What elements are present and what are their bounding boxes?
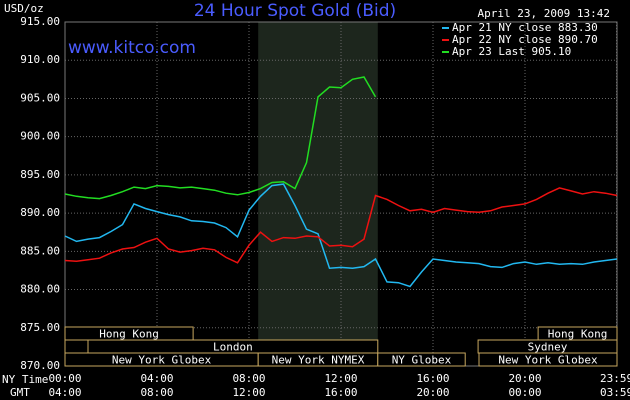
session-box (478, 352, 618, 367)
x-tick-label: 04:00 (140, 372, 173, 385)
session-label: Sydney (528, 341, 568, 354)
y-tick-label: 900.00 (20, 130, 60, 143)
x-tick-label: 12:00 (324, 372, 357, 385)
watermark: www.kitco.com (68, 38, 196, 58)
y-tick-label: 875.00 (20, 321, 60, 334)
gmt-tick-label: 08:00 (140, 386, 173, 399)
price-line (64, 187, 618, 264)
y-tick-label: 905.00 (20, 91, 60, 104)
x-row-label: GMT (10, 386, 30, 399)
session-label: Hong Kong (548, 328, 608, 341)
y-tick-label: 895.00 (20, 168, 60, 181)
chart-title: 24 Hour Spot Gold (Bid) (194, 1, 396, 21)
gmt-tick-label: 12:00 (232, 386, 265, 399)
session-label: New York NYMEX (272, 354, 365, 367)
y-tick-label: 910.00 (20, 53, 60, 66)
gmt-tick-label: 03:59 (600, 386, 630, 399)
x-row-label: NY Time (2, 373, 48, 386)
legend-label: Apr 21 NY close 883.30 (452, 21, 598, 34)
y-tick-label: 890.00 (20, 206, 60, 219)
y-tick-label: 915.00 (20, 15, 60, 28)
gmt-tick-label: 04:00 (48, 386, 81, 399)
session-box (377, 352, 466, 367)
session-label: New York Globex (498, 354, 598, 367)
price-line (64, 76, 377, 200)
session-label: London (213, 341, 253, 354)
y-tick-label: 885.00 (20, 244, 60, 257)
timestamp: April 23, 2009 13:42 (478, 7, 610, 20)
legend-label: Apr 22 NY close 890.70 (452, 33, 598, 46)
x-tick-label: 08:00 (232, 372, 265, 385)
y-axis-label: USD/oz (4, 2, 44, 15)
x-tick-label: 16:00 (416, 372, 449, 385)
gmt-tick-label: 20:00 (416, 386, 449, 399)
x-tick-label: 23:59 (600, 372, 630, 385)
gmt-tick-label: 00:00 (508, 386, 541, 399)
session-label: NY Globex (392, 354, 452, 367)
session-label: Hong Kong (99, 328, 159, 341)
highlight-band (258, 22, 378, 366)
x-tick-label: 00:00 (48, 372, 81, 385)
x-tick-label: 20:00 (508, 372, 541, 385)
price-line (64, 183, 618, 288)
session-label: New York Globex (112, 354, 212, 367)
gmt-tick-label: 16:00 (324, 386, 357, 399)
y-tick-label: 870.00 (20, 359, 60, 372)
y-tick-label: 880.00 (20, 283, 60, 296)
legend-label: Apr 23 Last 905.10 (452, 45, 571, 58)
